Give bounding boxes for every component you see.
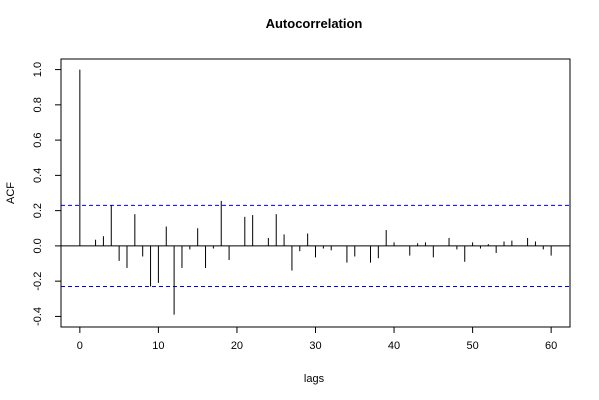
- y-tick-label-5: 0.6: [32, 132, 44, 147]
- y-tick-label-4: 0.4: [32, 168, 44, 183]
- x-axis: 0 10 20 30 40 50 60: [77, 326, 557, 352]
- y-tick-label-2: 0.0: [32, 238, 44, 253]
- y-tick-label-3: 0.2: [32, 203, 44, 218]
- x-tick-label-50: 50: [466, 340, 478, 352]
- y-axis-label: ACF: [5, 182, 17, 204]
- x-tick-label-10: 10: [152, 340, 164, 352]
- y-axis: -0.4 -0.2 0.0 0.2 0.4 0.6 0.8 1.0: [32, 62, 62, 326]
- x-tick-label-30: 30: [309, 340, 321, 352]
- x-tick-label-60: 60: [545, 340, 557, 352]
- acf-bars: [79, 69, 552, 315]
- y-tick-label-0: -0.4: [32, 307, 44, 326]
- confidence-bounds: [61, 204, 570, 287]
- x-axis-label: lags: [304, 373, 325, 385]
- x-tick-label-20: 20: [231, 340, 243, 352]
- y-tick-label-6: 0.8: [32, 97, 44, 112]
- x-tick-label-40: 40: [388, 340, 400, 352]
- chart-title: Autocorrelation: [266, 16, 363, 31]
- x-tick-label-0: 0: [77, 340, 83, 352]
- y-tick-label-1: -0.2: [32, 272, 44, 291]
- y-tick-label-7: 1.0: [32, 62, 44, 77]
